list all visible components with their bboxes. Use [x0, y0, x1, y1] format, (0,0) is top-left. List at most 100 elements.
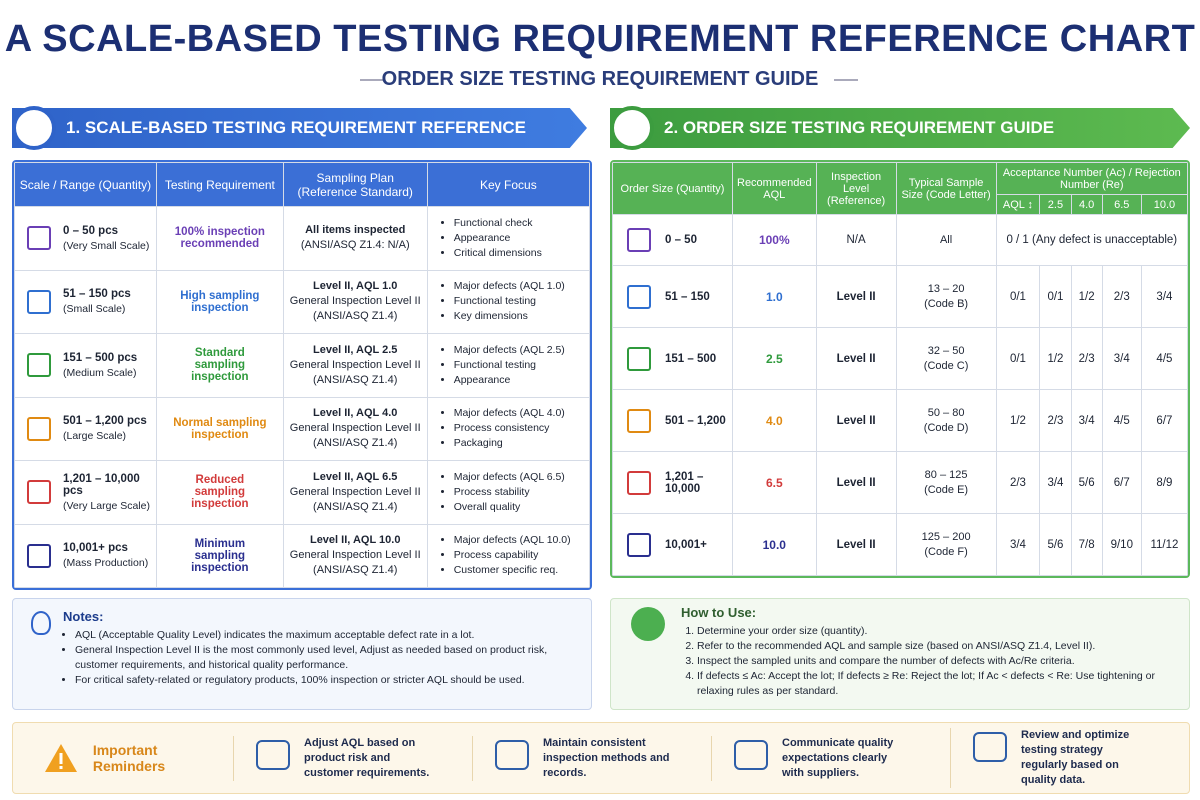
- sample-line: All: [939, 233, 953, 246]
- reminder-icon: [734, 739, 768, 770]
- size-cell: 151 – 500: [627, 346, 728, 371]
- scale-text: 51 – 150 pcs (Small Scale): [63, 288, 131, 315]
- size-icon: [627, 228, 651, 253]
- focus-item: Process consistency: [454, 421, 585, 436]
- range: 51 – 150 pcs: [63, 288, 131, 301]
- focus-list: Major defects (AQL 10.0)Process capabili…: [442, 533, 585, 578]
- reminder-item: Review and optimize testing strategy reg…: [950, 728, 1189, 788]
- acre: 0 / 1 (Any defect is unacceptable): [995, 213, 1188, 267]
- plan-line: General Inspection Level II: [289, 358, 421, 371]
- level: Level II: [815, 513, 897, 576]
- page-title: A SCALE-BASED TESTING REQUIREMENT REFERE…: [4, 18, 1196, 60]
- column-header: Recommended AQL: [732, 162, 817, 215]
- acre: 3/4: [995, 513, 1041, 576]
- focus-list: Functional checkAppearanceCritical dimen…: [442, 216, 585, 261]
- table: Scale / Range (Quantity) Testing Requirem…: [14, 162, 590, 588]
- cell: 125 – 200 (Code F): [895, 513, 997, 576]
- sample-line: 13 – 20: [927, 282, 965, 295]
- scale-icon: [27, 353, 51, 378]
- step-item: Inspect the sampled units and compare th…: [697, 654, 1175, 669]
- plan-line: Level II, AQL 6.5: [313, 470, 398, 483]
- cell: Level II, AQL 10.0 General Inspection Lev…: [282, 523, 428, 588]
- acre: 2/3: [1039, 389, 1072, 453]
- cell: 50 – 80 (Code D): [895, 389, 997, 453]
- size: 10,001+: [665, 538, 707, 551]
- range: 1,201 – 10,000 pcs: [63, 472, 140, 497]
- column-header: Key Focus: [426, 162, 590, 207]
- notes-title: Notes:: [63, 609, 104, 624]
- sample-line: (Code F): [924, 545, 968, 558]
- focus-item: Major defects (AQL 6.5): [454, 470, 585, 485]
- scale-cell: 10,001+ pcs (Mass Production): [27, 542, 152, 569]
- section-title: 1. SCALE-BASED TESTING REQUIREMENT REFER…: [66, 118, 526, 137]
- level: N/A: [815, 213, 897, 267]
- note-item: AQL (Acceptable Quality Level) indicates…: [75, 628, 577, 643]
- aql: 2.5: [732, 327, 817, 391]
- table-row: 51 – 150 pcs (Small Scale) High sampling i…: [14, 269, 590, 334]
- acre: 5/6: [1070, 451, 1103, 514]
- scale-cell: 1,201 – 10,000 pcs (Very Large Scale): [27, 473, 152, 512]
- cell: Level II, AQL 4.0 General Inspection Leve…: [282, 396, 428, 461]
- cell: 0 – 50 pcs (Very Small Scale): [14, 206, 157, 271]
- plan-line: (ANSI/ASQ Z1.4): [313, 373, 398, 386]
- acre: 3/4: [1070, 389, 1103, 453]
- table-row: 151 – 500 2.5 Level II 32 – 50 (Code C) 0/1 1/…: [612, 327, 1188, 391]
- plan-line: General Inspection Level II: [289, 422, 421, 435]
- range: 151 – 500 pcs: [63, 351, 138, 364]
- plan-line: General Inspection Level II: [289, 549, 421, 562]
- focus-item: Process capability: [454, 548, 585, 563]
- section-banner: 2. ORDER SIZE TESTING REQUIREMENT GUIDE: [610, 108, 1190, 148]
- size-icon: [627, 346, 651, 371]
- scale-icon: [27, 226, 51, 251]
- scale-cell: 0 – 50 pcs (Very Small Scale): [27, 225, 152, 252]
- acre: 5/6: [1039, 513, 1072, 576]
- size-cell: 501 – 1,200: [627, 408, 728, 433]
- cell: 10,001+: [612, 513, 733, 576]
- plan-line: (ANSI/ASQ Z1.4): [313, 500, 398, 513]
- scale-text: 151 – 500 pcs (Medium Scale): [63, 352, 137, 379]
- header-row: AQL ↕ 2.5 4.0 6.5 10.0: [613, 194, 1188, 215]
- cell: 1,201 – 10,000 pcs (Very Large Scale): [14, 460, 157, 525]
- size-icon: [627, 408, 651, 433]
- section-icon: [610, 106, 654, 150]
- reminder-text: Communicate quality expectations clearly…: [782, 736, 894, 779]
- aql: 1.0: [732, 265, 817, 329]
- cell: 501 – 1,200: [612, 389, 733, 453]
- cell: 51 – 150: [612, 265, 733, 329]
- plan-line: (ANSI/ASQ Z1.4): [313, 310, 398, 323]
- sub-column-header: 6.5: [1101, 194, 1142, 215]
- requirement: High sampling inspection: [155, 269, 284, 334]
- requirement: Minimum sampling inspection: [155, 523, 284, 588]
- requirement: 100% inspection recommended: [155, 206, 284, 271]
- cell: Major defects (AQL 6.5)Process stability…: [426, 460, 590, 525]
- scale: (Large Scale): [63, 430, 127, 443]
- sample-line: 32 – 50: [927, 344, 965, 357]
- focus-list: Major defects (AQL 6.5)Process stability…: [442, 470, 585, 515]
- aql: 4.0: [732, 389, 817, 453]
- sample-line: (Code C): [923, 359, 969, 372]
- scale-cell: 151 – 500 pcs (Medium Scale): [27, 352, 152, 379]
- scale: (Very Large Scale): [63, 499, 150, 512]
- table-row: 10,001+ 10.0 Level II 125 – 200 (Code F) 3/4 5…: [612, 513, 1188, 576]
- focus-item: Functional testing: [454, 294, 585, 309]
- focus-item: Customer specific req.: [454, 563, 585, 578]
- cell: All: [895, 213, 997, 267]
- reminders-box: Important Reminders Adjust AQL based on …: [12, 722, 1190, 794]
- acre: 3/4: [1101, 327, 1142, 391]
- scale-icon: [27, 480, 51, 505]
- acre: 1/2: [995, 389, 1041, 453]
- acre: 0/1: [995, 327, 1041, 391]
- note-item: General Inspection Level II is the most …: [75, 643, 577, 673]
- acre: 6/7: [1140, 389, 1188, 453]
- plan-line: General Inspection Level II: [289, 295, 421, 308]
- acre: 9/10: [1101, 513, 1142, 576]
- cell: 51 – 150 pcs (Small Scale): [14, 269, 157, 334]
- table-row: 151 – 500 pcs (Medium Scale) Standard samp…: [14, 333, 590, 398]
- cell: Major defects (AQL 10.0)Process capabili…: [426, 523, 590, 588]
- cell: 13 – 20 (Code B): [895, 265, 997, 329]
- cell: Level II, AQL 1.0 General Inspection Leve…: [282, 269, 428, 334]
- size-cell: 10,001+: [627, 532, 728, 557]
- focus-list: Major defects (AQL 4.0)Process consisten…: [442, 406, 585, 451]
- plan-line: (ANSI/ASQ Z1.4): [313, 437, 398, 450]
